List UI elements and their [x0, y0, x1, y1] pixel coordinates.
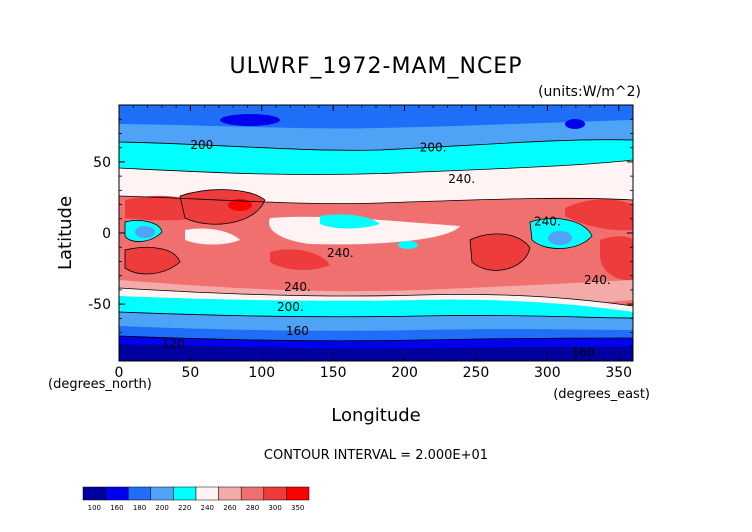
contour-labels: 200 200. 240. 240. 240. 240. 240. 200. 160 120 160: [162, 138, 611, 360]
colorbar-swatch: [127, 486, 152, 501]
colorbar-level-label: 200: [155, 504, 168, 512]
x-axis-title: Longitude: [331, 405, 421, 426]
y-units-label: (degrees_north): [48, 377, 152, 392]
colorbar-swatch: [218, 486, 242, 501]
x-tick-label: 350: [605, 365, 632, 381]
colorbar-swatch: [173, 486, 197, 501]
colorbar-swatch: [82, 486, 106, 501]
axes: 0 50 100 150 200 250 300 350 50 0 -50: [88, 105, 633, 381]
units-label: (units:W/m^2): [538, 84, 641, 100]
contour-label: 240.: [534, 215, 561, 229]
x-tick-label: 200: [391, 365, 418, 381]
x-tick-label: 250: [463, 365, 490, 381]
contour-label: 120: [162, 337, 185, 351]
colorbar-swatch: [263, 486, 287, 501]
colorbar-level-label: 350: [291, 504, 304, 512]
colorbar-level-label: 180: [133, 504, 146, 512]
contour-interval-label: CONTOUR INTERVAL = 2.000E+01: [264, 448, 488, 463]
x-tick-label: 50: [181, 365, 199, 381]
contour-label: 160: [572, 345, 595, 359]
contour-label: 200: [190, 138, 213, 152]
colorbar-swatch: [286, 486, 310, 501]
contour-label: 160: [286, 324, 309, 338]
contour-label: 240.: [327, 246, 354, 260]
colorbar-level-label: 300: [268, 504, 281, 512]
contour-label: 200.: [420, 141, 447, 155]
y-axis-title: Latitude: [55, 196, 76, 270]
colorbar-level-label: 160: [110, 504, 123, 512]
colorbar-level-label: 280: [246, 504, 259, 512]
chart-title: ULWRF_1972-MAM_NCEP: [230, 54, 523, 79]
contour-label: 240.: [448, 172, 475, 186]
colorbar-level-label: 220: [178, 504, 191, 512]
colorbar-swatch: [150, 486, 174, 501]
y-tick-label: 50: [93, 155, 111, 171]
colorbar-level-label: 240: [201, 504, 214, 512]
colorbar-level-label: 100: [88, 504, 101, 512]
colorbar-swatch: [105, 486, 129, 501]
x-tick-label: 100: [248, 365, 275, 381]
y-tick-label: 0: [102, 226, 111, 242]
y-tick-label: -50: [88, 297, 111, 313]
contour-label: 200.: [277, 300, 304, 314]
colorbar-swatch: [240, 486, 265, 501]
colorbar: 100 160 180 200 220 240 260 280 300 350: [82, 486, 310, 512]
contour-field: [119, 105, 633, 361]
x-tick-label: 300: [534, 365, 561, 381]
contour-label: 240.: [584, 273, 611, 287]
x-tick-label: 150: [320, 365, 347, 381]
x-tick-label: 0: [115, 365, 124, 381]
x-units-label: (degrees_east): [553, 387, 650, 402]
colorbar-swatch: [195, 486, 219, 501]
colorbar-level-label: 260: [223, 504, 236, 512]
contour-label: 240.: [284, 280, 311, 294]
